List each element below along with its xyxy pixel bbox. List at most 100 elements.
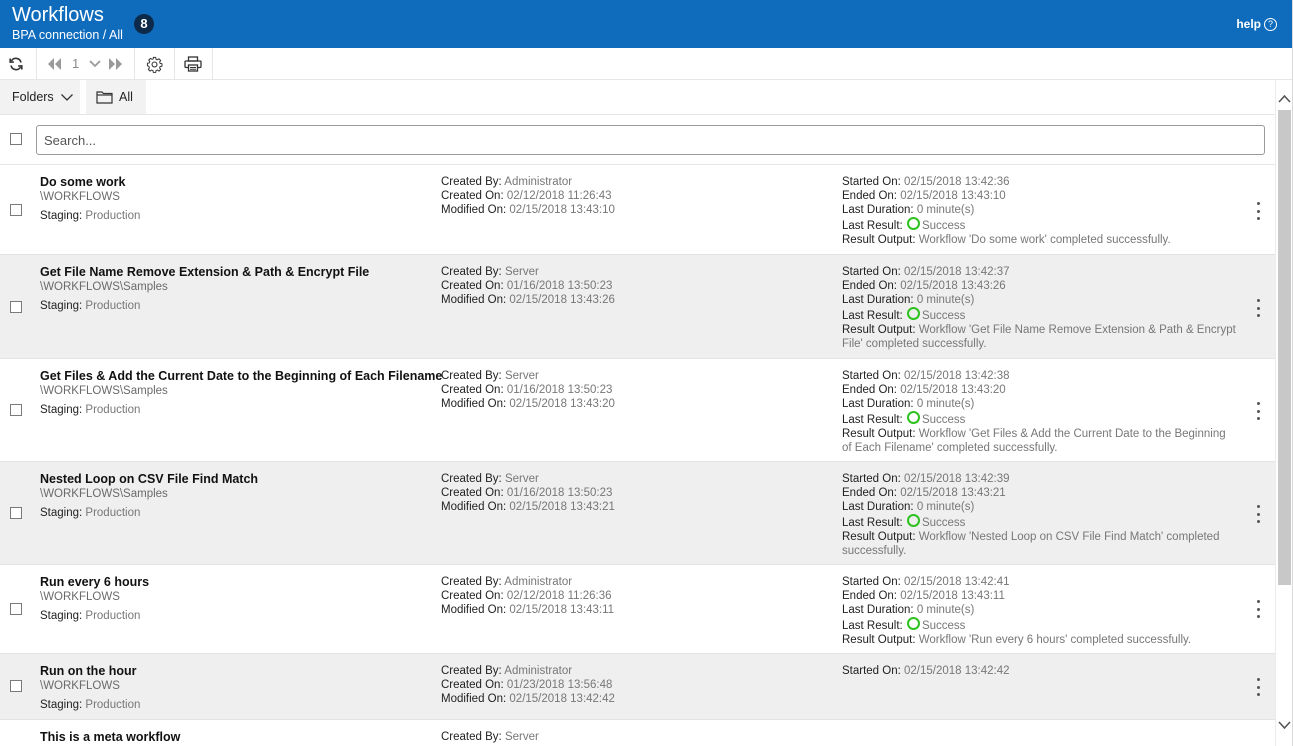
first-page-button[interactable] xyxy=(44,52,64,76)
workflow-meta: Created By: Server xyxy=(441,730,836,744)
breadcrumb[interactable]: BPA connection / All xyxy=(12,28,123,42)
refresh-button[interactable] xyxy=(4,52,28,76)
kebab-dot xyxy=(1256,409,1260,413)
gear-icon xyxy=(146,56,163,73)
select-all-checkbox[interactable] xyxy=(10,133,22,145)
workflow-run-info: Started On: 02/15/2018 13:42:38 Ended On… xyxy=(842,369,1237,455)
row-checkbox[interactable] xyxy=(10,404,22,416)
created-by-label: Created By: xyxy=(441,266,502,278)
scroll-up-icon[interactable] xyxy=(1276,92,1293,106)
folder-all-button[interactable]: All xyxy=(86,80,146,114)
vertical-scrollbar[interactable] xyxy=(1275,80,1292,746)
result-output-label: Result Output: xyxy=(842,324,916,336)
workflow-meta: Created By: Administrator Created On: 02… xyxy=(441,175,836,217)
result-output-label: Result Output: xyxy=(842,531,916,543)
row-checkbox[interactable] xyxy=(10,507,22,519)
result-output-value: Workflow 'Run every 6 hours' completed s… xyxy=(918,634,1192,646)
folders-dropdown[interactable]: Folders xyxy=(0,80,80,114)
scrollbar-thumb[interactable] xyxy=(1278,110,1291,585)
workflow-path: \WORKFLOWS\Samples xyxy=(40,385,168,397)
created-by-value: Administrator xyxy=(504,176,573,188)
started-on-label: Started On: xyxy=(842,576,901,588)
row-checkbox[interactable] xyxy=(10,603,22,615)
modified-on-value: 02/15/2018 13:43:11 xyxy=(509,604,615,616)
table-row[interactable]: Run on the hour \WORKFLOWS Staging: Prod… xyxy=(0,654,1275,720)
created-by-label: Created By: xyxy=(441,576,502,588)
search-input[interactable] xyxy=(36,125,1265,155)
scroll-down-icon[interactable] xyxy=(1276,718,1293,732)
created-by-value: Server xyxy=(504,370,539,382)
workflow-run-info: Started On: 02/15/2018 13:42:42 xyxy=(842,664,1237,678)
ended-on-label: Ended On: xyxy=(842,590,897,602)
kebab-dot xyxy=(1256,685,1260,689)
last-duration-value: 0 minute(s) xyxy=(916,604,975,616)
result-output-label: Result Output: xyxy=(842,234,916,246)
folder-icon xyxy=(96,91,113,104)
started-on-value: 02/15/2018 13:42:37 xyxy=(904,266,1010,278)
workflow-name[interactable]: This is a meta workflow xyxy=(40,730,181,744)
row-menu-button[interactable] xyxy=(1253,505,1263,523)
row-menu-button[interactable] xyxy=(1253,600,1263,618)
created-by-label: Created By: xyxy=(441,731,502,743)
created-on-label: Created On: xyxy=(441,679,504,691)
help-link[interactable]: help ? xyxy=(1236,17,1277,31)
row-menu-button[interactable] xyxy=(1253,678,1263,696)
last-result-label: Last Result: xyxy=(842,414,903,426)
staging-label: Staging: xyxy=(40,300,83,312)
ended-on-label: Ended On: xyxy=(842,487,897,499)
print-icon xyxy=(184,56,202,72)
created-by-value: Server xyxy=(504,473,539,485)
kebab-dot xyxy=(1256,217,1260,220)
table-row[interactable]: Do some work \WORKFLOWS Staging: Product… xyxy=(0,165,1275,255)
workflow-name[interactable]: Get Files & Add the Current Date to the … xyxy=(40,369,443,383)
kebab-dot xyxy=(1256,512,1260,516)
workflow-name[interactable]: Get File Name Remove Extension & Path & … xyxy=(40,265,370,279)
last-duration-label: Last Duration: xyxy=(842,398,914,410)
settings-button[interactable] xyxy=(142,52,166,76)
created-on-label: Created On: xyxy=(441,590,504,602)
workflow-name[interactable]: Nested Loop on CSV File Find Match xyxy=(40,472,259,486)
toolbar-divider xyxy=(36,48,37,80)
started-on-label: Started On: xyxy=(842,665,901,677)
table-row[interactable]: Run every 6 hours \WORKFLOWS Staging: Pr… xyxy=(0,565,1275,654)
row-checkbox[interactable] xyxy=(10,680,22,692)
page-select-dropdown[interactable] xyxy=(86,52,104,76)
row-menu-button[interactable] xyxy=(1253,202,1263,220)
table-row[interactable]: Nested Loop on CSV File Find Match \WORK… xyxy=(0,462,1275,565)
staging-label: Staging: xyxy=(40,699,83,711)
staging-value: Production xyxy=(85,210,141,222)
workflow-run-info: Started On: 02/15/2018 13:42:36 Ended On… xyxy=(842,175,1237,247)
row-checkbox[interactable] xyxy=(10,301,22,313)
modified-on-value: 02/15/2018 13:42:42 xyxy=(509,693,615,705)
help-icon: ? xyxy=(1264,17,1277,31)
header-bar: Workflows BPA connection / All 8 help ? xyxy=(0,0,1292,48)
created-on-value: 01/16/2018 13:50:23 xyxy=(506,487,613,499)
created-on-value: 02/12/2018 11:26:36 xyxy=(506,590,612,602)
started-on-label: Started On: xyxy=(842,266,901,278)
created-by-value: Server xyxy=(504,266,539,278)
ended-on-value: 02/15/2018 13:43:26 xyxy=(900,280,1006,292)
last-duration-label: Last Duration: xyxy=(842,294,914,306)
workflow-name[interactable]: Run every 6 hours xyxy=(40,575,150,589)
workflow-name[interactable]: Run on the hour xyxy=(40,664,137,678)
workflow-path: \WORKFLOWS xyxy=(40,591,120,603)
staging-label: Staging: xyxy=(40,210,83,222)
row-menu-button[interactable] xyxy=(1253,402,1263,420)
print-button[interactable] xyxy=(181,52,205,76)
created-by-label: Created By: xyxy=(441,473,502,485)
row-menu-button[interactable] xyxy=(1253,299,1263,317)
result-output-label: Result Output: xyxy=(842,634,916,646)
created-by-label: Created By: xyxy=(441,665,502,677)
last-page-button[interactable] xyxy=(106,52,126,76)
folders-label: Folders xyxy=(12,90,54,104)
row-checkbox[interactable] xyxy=(10,204,22,216)
page-title: Workflows xyxy=(12,4,104,26)
modified-on-value: 02/15/2018 13:43:20 xyxy=(509,398,615,410)
table-row[interactable]: Get Files & Add the Current Date to the … xyxy=(0,359,1275,462)
table-row[interactable]: This is a meta workflow Created By: Serv… xyxy=(0,720,1275,746)
table-row[interactable]: Get File Name Remove Extension & Path & … xyxy=(0,255,1275,359)
workflow-name[interactable]: Do some work xyxy=(40,175,126,189)
started-on-label: Started On: xyxy=(842,473,901,485)
page-number[interactable]: 1 xyxy=(72,56,80,71)
last-duration-label: Last Duration: xyxy=(842,204,914,216)
